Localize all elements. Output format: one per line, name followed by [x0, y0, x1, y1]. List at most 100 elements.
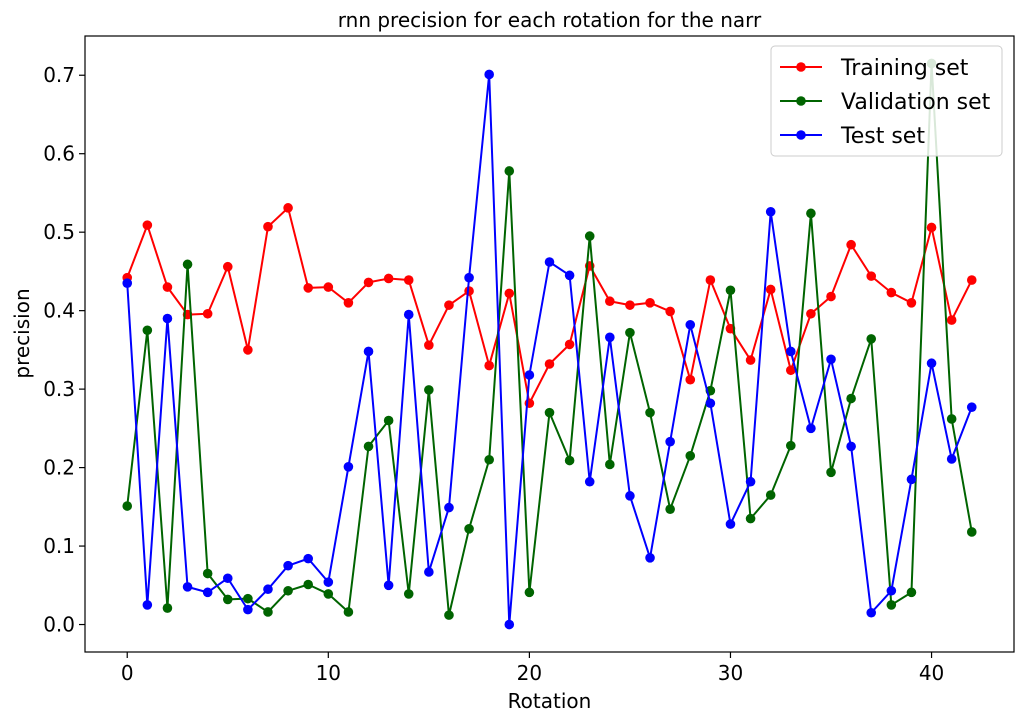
legend-label: Test set — [840, 124, 925, 149]
data-point — [222, 594, 233, 605]
y-tick-label: 0.0 — [43, 613, 75, 637]
data-point — [906, 587, 917, 598]
data-point — [303, 579, 314, 590]
data-point — [323, 282, 334, 292]
x-tick-label: 40 — [919, 661, 944, 685]
data-point — [484, 69, 494, 80]
data-point — [866, 271, 877, 281]
series-0 — [122, 203, 977, 409]
legend-label: Training set — [840, 56, 969, 81]
data-point — [665, 306, 675, 317]
data-point — [464, 524, 474, 534]
data-point — [303, 553, 314, 564]
data-point — [826, 354, 836, 365]
data-point — [625, 491, 635, 501]
data-point — [243, 604, 253, 615]
y-tick-label: 0.5 — [43, 220, 75, 244]
data-point — [605, 296, 615, 307]
data-point — [444, 300, 454, 310]
data-point — [323, 589, 334, 599]
legend-label: Validation set — [841, 90, 991, 115]
x-tick-label: 30 — [718, 661, 743, 685]
data-point — [625, 300, 635, 310]
data-point — [202, 587, 213, 598]
data-point — [484, 454, 494, 465]
data-point — [283, 203, 293, 213]
data-point — [564, 270, 575, 281]
data-point — [142, 600, 153, 610]
data-point — [966, 275, 977, 285]
legend-swatch-marker — [796, 96, 806, 106]
data-point — [605, 332, 615, 343]
data-point — [464, 286, 474, 296]
plot-frame — [84, 35, 1015, 653]
data-point — [363, 346, 374, 357]
y-tick-label: 0.1 — [43, 534, 75, 558]
data-point — [926, 358, 937, 369]
data-point — [283, 560, 293, 571]
data-point — [685, 319, 696, 330]
y-tick-label: 0.6 — [43, 142, 75, 166]
data-point — [765, 490, 776, 500]
data-point — [705, 275, 716, 285]
data-point — [444, 502, 454, 513]
data-point — [846, 239, 856, 250]
y-axis-label: precision — [10, 288, 34, 378]
data-point — [524, 370, 535, 380]
data-point — [504, 288, 515, 299]
data-point — [122, 278, 133, 288]
data-point — [383, 580, 394, 591]
data-point — [424, 385, 434, 395]
data-point — [946, 414, 957, 424]
data-point — [122, 501, 133, 511]
data-point — [142, 325, 153, 336]
data-point — [806, 308, 816, 319]
x-axis-label: Rotation — [508, 689, 592, 713]
data-point — [484, 360, 494, 371]
data-point — [906, 474, 917, 485]
data-point — [926, 222, 937, 233]
data-point — [283, 585, 293, 596]
data-point — [263, 584, 273, 595]
data-point — [182, 259, 193, 270]
data-point — [806, 423, 816, 434]
data-point — [786, 440, 796, 451]
data-point — [665, 504, 675, 514]
data-point — [444, 610, 454, 620]
x-tick-label: 10 — [316, 661, 341, 685]
data-point — [584, 231, 595, 241]
data-point — [182, 582, 193, 592]
data-point — [645, 298, 655, 308]
data-point — [886, 287, 897, 298]
data-point — [243, 345, 253, 355]
data-point — [846, 393, 856, 404]
data-point — [826, 467, 836, 478]
data-point — [786, 365, 796, 376]
data-point — [424, 340, 434, 350]
plot-area — [122, 58, 977, 630]
data-point — [685, 451, 696, 461]
chart-title: rnn precision for each rotation for the … — [338, 8, 762, 32]
y-tick-label: 0.4 — [43, 299, 75, 323]
data-point — [544, 359, 555, 369]
axes: 0 10 20 30 40 0.0 0.1 0.2 0.3 0.4 0.5 0.6 0.7 — [43, 35, 1015, 685]
data-point — [765, 206, 776, 217]
legend-entry: Training set — [780, 56, 969, 81]
data-point — [745, 355, 756, 365]
legend-swatch-marker — [796, 130, 806, 140]
data-point — [403, 589, 414, 599]
data-point — [866, 607, 877, 618]
data-point — [584, 476, 595, 487]
data-point — [202, 308, 213, 319]
data-point — [544, 407, 555, 418]
data-point — [243, 593, 253, 604]
data-point — [343, 462, 354, 472]
data-point — [403, 309, 414, 320]
data-point — [906, 298, 917, 308]
data-point — [383, 273, 394, 284]
x-tick-label: 20 — [517, 661, 542, 685]
data-point — [685, 374, 696, 385]
data-point — [866, 334, 877, 344]
data-point — [343, 607, 354, 617]
y-tick-label: 0.3 — [43, 377, 75, 401]
